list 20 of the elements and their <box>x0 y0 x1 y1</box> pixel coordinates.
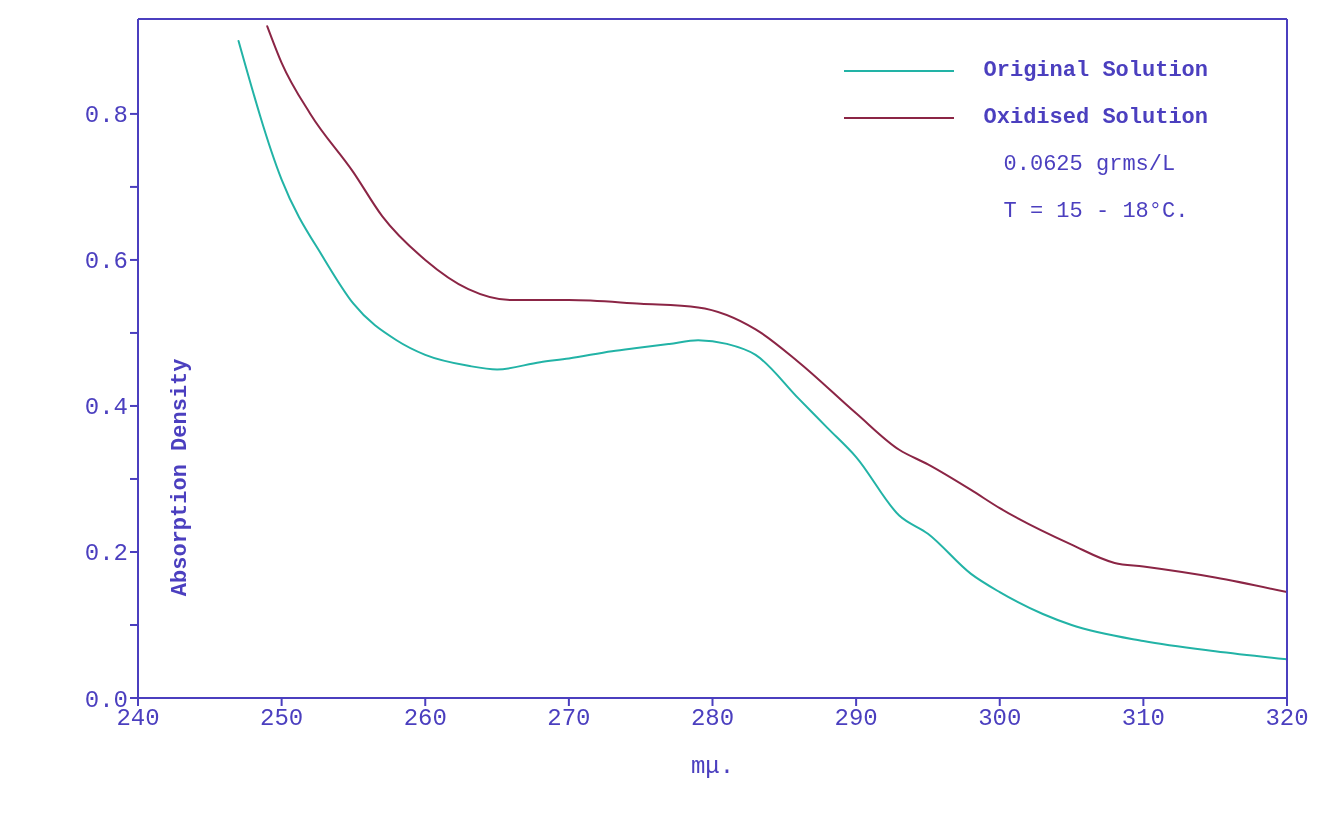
annotation: T = 15 - 18°C. <box>1003 199 1190 224</box>
x-tick-label: 250 <box>260 705 304 733</box>
y-axis-title: Absorption Density <box>167 358 193 597</box>
x-tick-label: 280 <box>690 705 735 733</box>
legend-label: Oxidised Solution <box>983 105 1208 130</box>
legend-label: Original Solution <box>983 58 1208 83</box>
line-series <box>237 39 1287 661</box>
x-tick-label: 310 <box>1121 705 1165 733</box>
x-tick-label: 260 <box>403 705 447 733</box>
x-tick-label: 300 <box>978 705 1022 733</box>
annotation: 0.0625 grms/L <box>1003 152 1177 177</box>
x-tick-label: 290 <box>834 705 878 733</box>
x-axis-title: mμ. <box>690 753 735 780</box>
x-tick-label: 320 <box>1265 705 1309 733</box>
y-tick-label: 0.4 <box>84 394 128 422</box>
y-tick-label: 0.8 <box>84 102 128 130</box>
x-tick-label: 270 <box>547 705 591 733</box>
line-series <box>266 25 1287 594</box>
y-tick-label: 0.6 <box>84 248 128 276</box>
y-tick-label: 0.2 <box>84 540 128 568</box>
